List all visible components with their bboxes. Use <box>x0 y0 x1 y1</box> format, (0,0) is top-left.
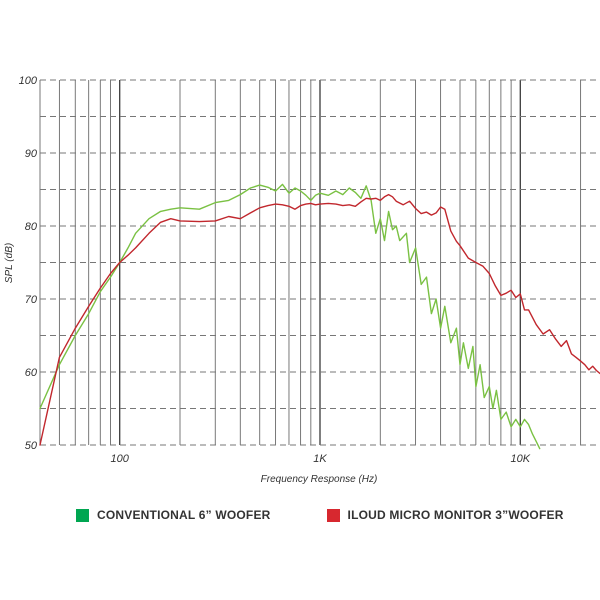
y-tick-label: 90 <box>25 148 38 160</box>
x-tick-label: 1K <box>313 453 327 465</box>
legend-swatch-green <box>76 508 89 522</box>
x-tick-label: 100 <box>111 453 130 465</box>
legend-item-conventional: CONVENTIONAL 6” WOOFER <box>76 508 271 522</box>
legend-label-iloud: ILOUD MICRO MONITOR 3”WOOFER <box>347 508 564 522</box>
y-tick-label: 50 <box>25 440 38 452</box>
y-tick-label: 70 <box>25 294 38 306</box>
legend-swatch-red <box>326 508 340 522</box>
grid <box>39 79 600 446</box>
tick-labels: 50 60 70 80 90 100 100 1K 10K <box>19 75 531 465</box>
x-tick-label: 10K <box>511 453 531 465</box>
legend-label-conventional: CONVENTIONAL 6” WOOFER <box>97 508 271 522</box>
series-line-iloud <box>39 193 600 446</box>
y-axis-label: SPL (dB) <box>4 243 15 283</box>
series-line-conventional <box>39 183 541 450</box>
y-tick-label: 80 <box>25 221 38 233</box>
series-layer <box>39 183 600 450</box>
legend: CONVENTIONAL 6” WOOFER ILOUD MICRO MONIT… <box>76 508 564 522</box>
y-tick-label: 100 <box>19 75 38 87</box>
legend-item-iloud: ILOUD MICRO MONITOR 3”WOOFER <box>326 508 564 522</box>
y-tick-label: 60 <box>25 367 38 379</box>
x-axis-label: Frequency Response (Hz) <box>261 474 378 485</box>
